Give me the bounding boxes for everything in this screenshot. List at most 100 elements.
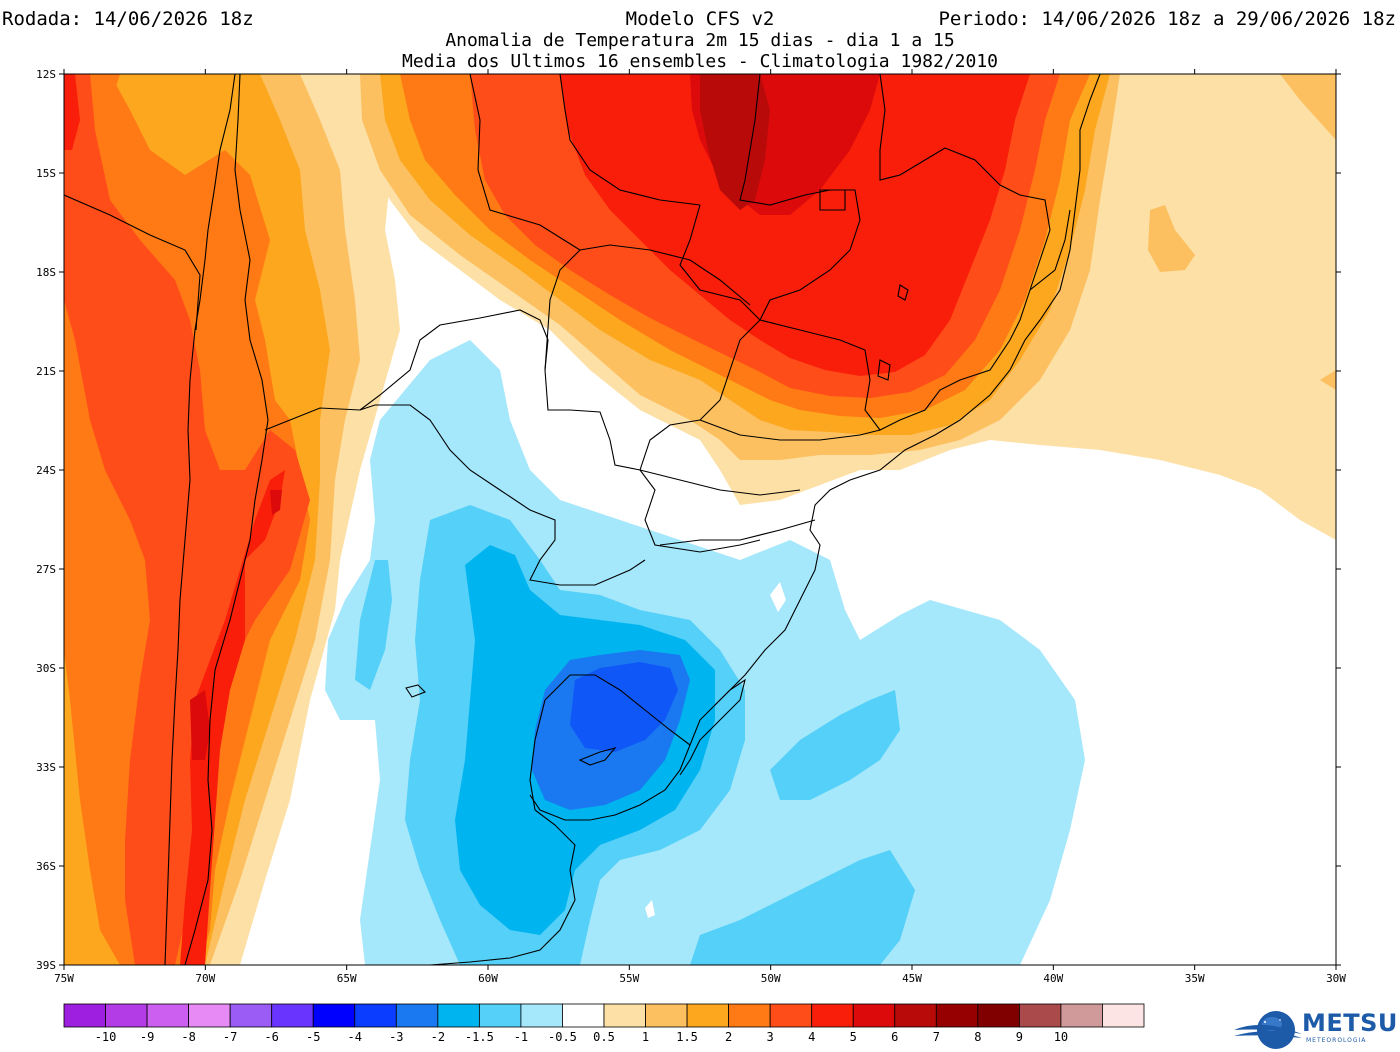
- lon-tick-label: 60W: [478, 972, 498, 985]
- colorbar-label: -4: [348, 1030, 362, 1044]
- colorbar-label: 1.5: [676, 1030, 698, 1044]
- lagoon-mirim: [578, 747, 617, 766]
- lon-tick-label: 45W: [902, 972, 922, 985]
- colorbar-swatch: [935, 1003, 979, 1028]
- uruguay-river-border: [529, 699, 546, 811]
- colorbar-label: 3: [767, 1030, 774, 1044]
- warm-zone-andes-5: [190, 690, 210, 760]
- map-frame: [63, 73, 1337, 966]
- lon-tick-label: 35W: [1185, 972, 1205, 985]
- lat-tick-label: 33S: [36, 761, 56, 774]
- logo-tagline: METEOROLOGIA: [1306, 1037, 1367, 1044]
- colorbar-swatch: [562, 1003, 605, 1028]
- warm-zone-atlantic-1b: [1320, 370, 1336, 390]
- pacific-coastline: [164, 74, 236, 965]
- brazil-state-lines-7: [759, 209, 1071, 431]
- peru-bolivia-border: [64, 194, 201, 331]
- colorbar-label: 6: [891, 1030, 898, 1044]
- colorbar-swatch: [478, 1003, 522, 1028]
- lat-tick-label: 24S: [36, 464, 56, 477]
- colorbar-swatch: [437, 1003, 480, 1028]
- map-subtitle-1: Anomalia de Temperatura 2m 15 dias - dia…: [445, 30, 955, 51]
- colorbar-swatch: [811, 1003, 854, 1028]
- colorbar-label: -1.5: [465, 1030, 494, 1044]
- lat-tick-label: 18S: [36, 266, 56, 279]
- warm-zone-brazil-6: [700, 74, 770, 210]
- colorbar-label: -5: [306, 1030, 320, 1044]
- cold-zone-minus-1-west: [355, 560, 392, 690]
- colorbar-label: 5: [850, 1030, 857, 1044]
- colorbar-label: 7: [933, 1030, 940, 1044]
- colorbar-swatch: [1102, 1003, 1145, 1028]
- colorbar-swatch: [63, 1003, 106, 1028]
- cold-zone-minus-2.5: [570, 662, 678, 752]
- colorbar-label: -0.5: [548, 1030, 577, 1044]
- colorbar-swatch: [520, 1003, 563, 1028]
- map-subtitle-2: Media dos Ultimos 16 ensembles - Climato…: [401, 51, 999, 72]
- brazil-state-lines-8: [699, 419, 881, 441]
- colorbar-label: -3: [389, 1030, 403, 1044]
- brazil-state-lines-5: [879, 74, 1051, 291]
- lat-tick-label: 30S: [36, 662, 56, 675]
- colorbar: -10 -9 -8 -7 -6 -5 -4 -3 -2 -1.5 -1 -0.5 0.5 1 1.5 2 3 4 5…: [63, 1003, 1145, 1044]
- colorbar-swatch: [354, 1003, 397, 1028]
- colorbar-swatch: [645, 1003, 688, 1028]
- brazil-state-lines-11: [819, 189, 846, 211]
- lon-tick-label: 40W: [1043, 972, 1063, 985]
- lat-tick-label: 39S: [36, 959, 56, 972]
- colorbar-swatch: [1060, 1003, 1103, 1028]
- warm-zone-brazil-4: [560, 74, 1030, 376]
- colorbar-label: 10: [1054, 1030, 1068, 1044]
- lat-tick-label: 15S: [36, 167, 56, 180]
- lon-tick-label: 50W: [761, 972, 781, 985]
- colorbar-swatch: [105, 1003, 148, 1028]
- brazil-state-lines-6: [699, 319, 761, 421]
- metsul-logo: METSUL METEOROLOGIA: [1232, 1008, 1400, 1050]
- lon-tick-label: 30W: [1326, 972, 1346, 985]
- colorbar-label: 9: [1016, 1030, 1023, 1044]
- warm-zone-andes-5b: [270, 490, 282, 515]
- paraguay-border: [544, 244, 751, 371]
- lon-tick-label: 75W: [54, 972, 74, 985]
- forecast-period: Periodo: 14/06/2026 18z a 29/06/2026 18z: [938, 8, 1396, 30]
- colorbar-swatch: [146, 1003, 190, 1028]
- atlantic-coastline-brazil: [529, 74, 1101, 821]
- colorbar-label: -10: [95, 1030, 117, 1044]
- colorbar-label: -6: [264, 1030, 278, 1044]
- colorbar-swatch: [312, 1003, 356, 1028]
- lon-tick-label: 55W: [619, 972, 639, 985]
- colorbar-swatch: [894, 1003, 937, 1028]
- brazil-state-lines-1: [469, 74, 581, 251]
- colorbar-swatch: [769, 1003, 813, 1028]
- political-boundaries: [64, 74, 1101, 965]
- model-name: Modelo CFS v2: [625, 8, 775, 30]
- lat-tick-label: 21S: [36, 365, 56, 378]
- longitude-axis: 75W 70W 65W 60W 55W 50W 45W 40W 35W 30W: [54, 69, 1346, 985]
- colorbar-label: -9: [140, 1030, 154, 1044]
- lake-pantanal: [897, 284, 909, 301]
- colorbar-label: 4: [808, 1030, 815, 1044]
- colorbar-swatch: [603, 1003, 646, 1028]
- white-gap-2: [770, 582, 786, 612]
- colorbar-label: 1: [642, 1030, 649, 1044]
- anomaly-shading: [64, 74, 1336, 965]
- colorbar-swatch: [271, 1003, 314, 1028]
- lon-tick-label: 65W: [337, 972, 357, 985]
- chile-argentina-border: [184, 74, 269, 965]
- colorbar-swatch: [229, 1003, 273, 1028]
- colorbar-swatch: [852, 1003, 896, 1028]
- lat-tick-label: 27S: [36, 563, 56, 576]
- colorbar-label: 0.5: [593, 1030, 615, 1044]
- warm-zone-andes-4a: [64, 74, 80, 150]
- colorbar-swatch: [188, 1003, 231, 1028]
- warm-zone-andes-2b: [100, 74, 120, 90]
- parana-river-border: [639, 469, 761, 553]
- brazil-state-lines-9: [639, 469, 801, 496]
- white-gap-1: [645, 900, 655, 918]
- warm-zone-atlantic-1: [1148, 205, 1195, 272]
- colorbar-label: 2: [725, 1030, 732, 1044]
- latitude-axis: 12S 15S 18S 21S 24S 27S 30S 33S 36S 39S: [36, 68, 1341, 972]
- logo-name: METSUL: [1302, 1009, 1400, 1037]
- rio-grande-lagoons: [679, 678, 746, 776]
